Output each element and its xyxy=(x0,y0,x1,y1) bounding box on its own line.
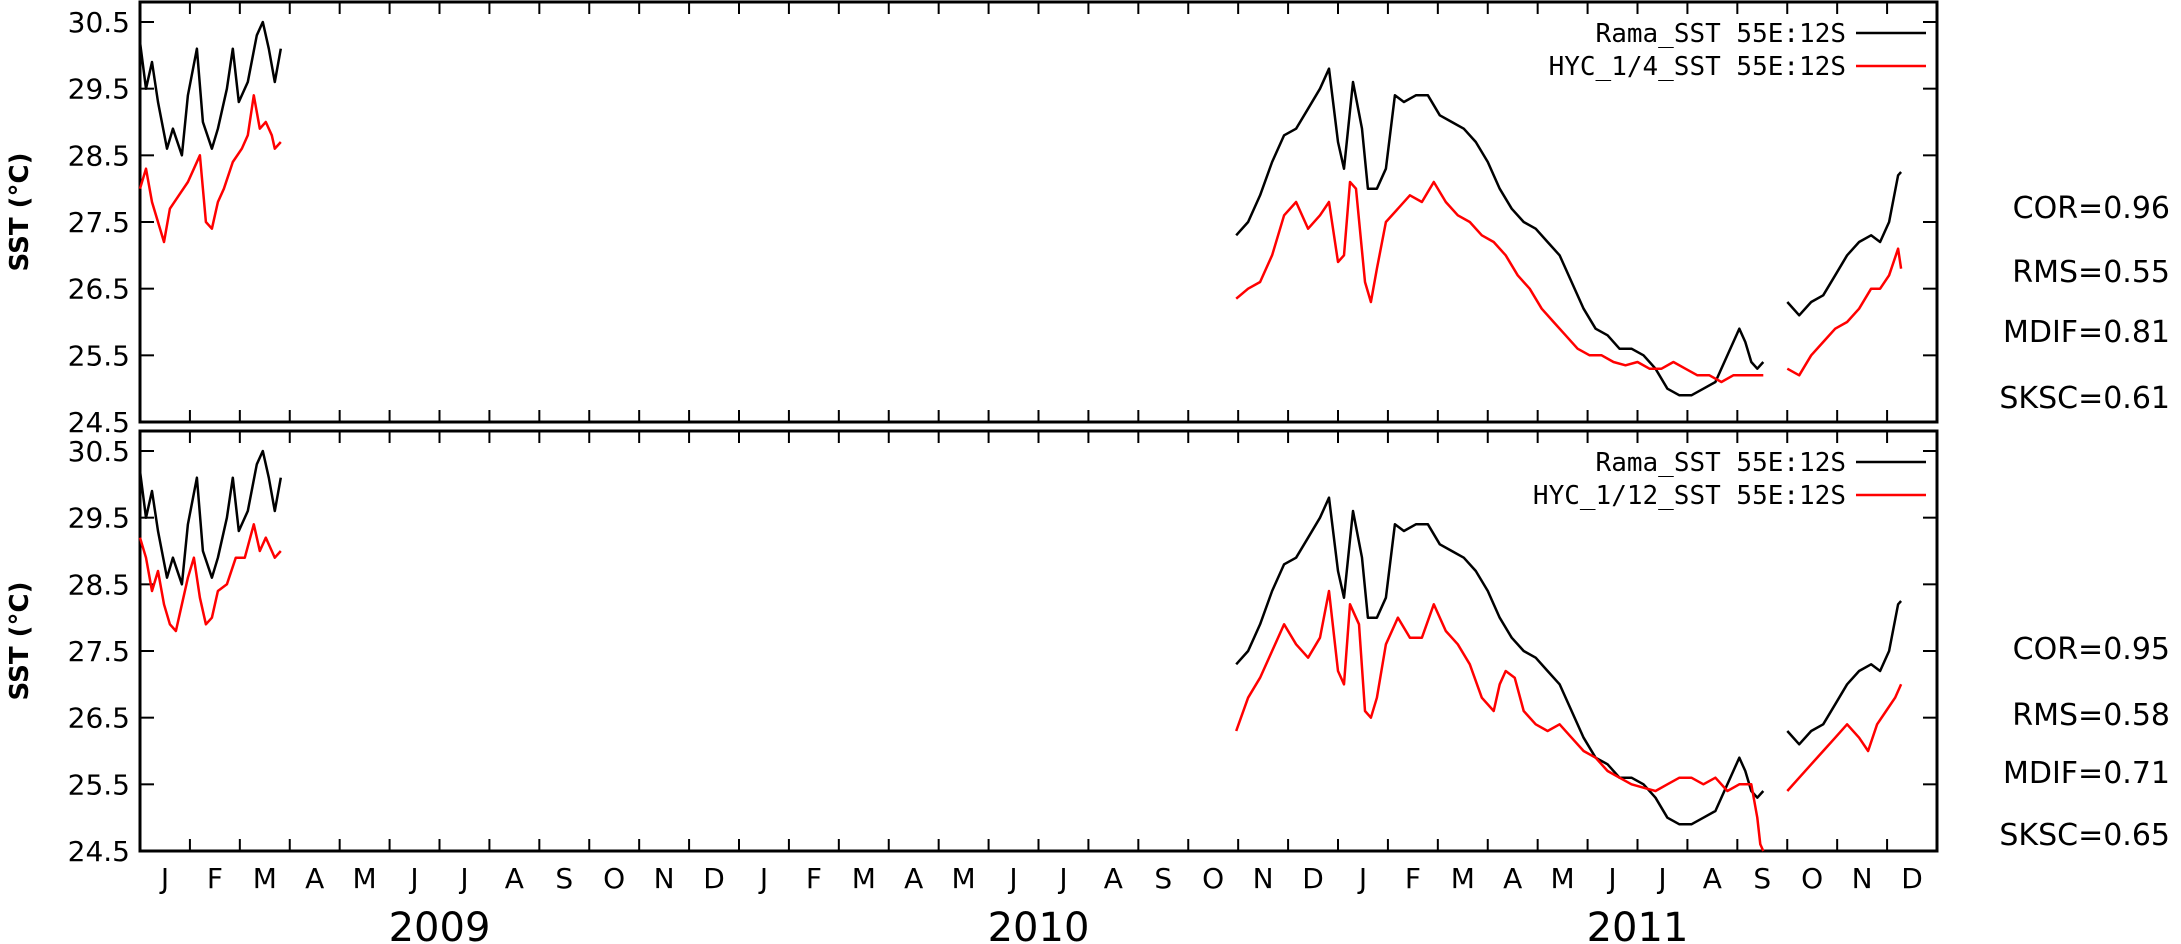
series-line-rama xyxy=(138,449,283,586)
month-label: A xyxy=(904,862,923,895)
month-label: A xyxy=(1104,862,1123,895)
series-line-hycom xyxy=(1786,683,1903,792)
month-label: A xyxy=(1503,862,1522,895)
year-label: 2010 xyxy=(988,905,1090,944)
series-line-hycom xyxy=(1235,180,1764,384)
month-label: N xyxy=(654,862,675,895)
stat-label: RMS=0.58 xyxy=(2012,698,2170,733)
series-line-hycom xyxy=(1235,589,1765,852)
month-label: J xyxy=(1606,862,1616,895)
month-label: J xyxy=(758,862,768,895)
month-label: M xyxy=(353,862,377,895)
month-label: N xyxy=(1852,862,1873,895)
month-label: M xyxy=(1451,862,1475,895)
y-tick-label: 25.5 xyxy=(68,768,130,801)
series-line-hycom xyxy=(138,94,282,244)
stat-label: COR=0.95 xyxy=(2013,632,2170,667)
month-label: S xyxy=(1154,862,1172,895)
month-label: A xyxy=(1703,862,1722,895)
legend-label: HYC_1/12_SST 55E:12S xyxy=(1533,481,1846,511)
month-label: J xyxy=(159,862,169,895)
month-label: D xyxy=(703,862,725,895)
year-label: 2009 xyxy=(389,905,491,944)
y-tick-label: 30.5 xyxy=(68,435,130,468)
series-line-rama xyxy=(1786,600,1903,746)
month-label: M xyxy=(852,862,876,895)
month-label: D xyxy=(1302,862,1324,895)
stat-label: COR=0.96 xyxy=(2013,191,2170,226)
y-axis-label: SST (°C) xyxy=(5,153,35,272)
y-tick-label: 30.5 xyxy=(68,6,130,39)
legend-label: Rama_SST 55E:12S xyxy=(1596,448,1846,478)
y-tick-label: 26.5 xyxy=(68,273,130,306)
bottom-panel: 24.5 25.5 26.5 27.5 28.5 29.5 30.5 SST (°C) Rama… xyxy=(5,429,2170,868)
y-axis-label: SST (°C) xyxy=(5,582,35,701)
stat-label: RMS=0.55 xyxy=(2012,255,2170,290)
series-line-rama xyxy=(1235,67,1765,397)
month-label: J xyxy=(1007,862,1017,895)
month-label: J xyxy=(408,862,418,895)
series-line-hycom xyxy=(1786,247,1903,377)
month-label: A xyxy=(305,862,324,895)
series-line-rama xyxy=(1235,496,1765,826)
stat-label: SKSC=0.65 xyxy=(1999,818,2170,853)
x-axis: J F M A M J J A S O N D J F M A M J J A S O N D J F M A M J J A S O N D2009… xyxy=(159,862,1923,944)
month-label: O xyxy=(1202,862,1224,895)
month-label: F xyxy=(1405,862,1421,895)
legend-label: Rama_SST 55E:12S xyxy=(1596,19,1846,49)
y-tick-label: 24.5 xyxy=(68,835,130,868)
month-label: S xyxy=(1753,862,1771,895)
month-label: J xyxy=(1656,862,1666,895)
month-label: J xyxy=(1357,862,1367,895)
month-label: M xyxy=(253,862,277,895)
month-label: F xyxy=(207,862,223,895)
month-label: J xyxy=(1057,862,1067,895)
month-label: J xyxy=(458,862,468,895)
stat-label: SKSC=0.61 xyxy=(1999,381,2170,416)
y-tick-label: 29.5 xyxy=(68,502,130,535)
stat-label: MDIF=0.81 xyxy=(2003,315,2170,350)
y-tick-label: 26.5 xyxy=(68,702,130,735)
month-label: M xyxy=(1551,862,1575,895)
series-line-hycom xyxy=(138,523,282,633)
series-line-rama xyxy=(1786,171,1903,317)
y-tick-label: 24.5 xyxy=(68,406,130,439)
month-label: F xyxy=(806,862,822,895)
y-tick-label: 29.5 xyxy=(68,73,130,106)
y-tick-label: 25.5 xyxy=(68,339,130,372)
month-label: A xyxy=(505,862,524,895)
month-label: S xyxy=(555,862,573,895)
month-label: O xyxy=(1801,862,1823,895)
month-label: N xyxy=(1253,862,1274,895)
y-tick-label: 27.5 xyxy=(68,635,130,668)
y-tick-label: 28.5 xyxy=(68,568,130,601)
series-line-rama xyxy=(138,20,283,157)
top-panel: 24.5 25.5 26.5 27.5 28.5 29.5 30.5 SST (°C) Rama… xyxy=(5,0,2170,439)
legend-label: HYC_1/4_SST 55E:12S xyxy=(1549,52,1846,82)
month-label: D xyxy=(1901,862,1923,895)
year-label: 2011 xyxy=(1587,905,1689,944)
stat-label: MDIF=0.71 xyxy=(2003,756,2170,791)
y-tick-label: 27.5 xyxy=(68,206,130,239)
month-label: O xyxy=(603,862,625,895)
y-tick-label: 28.5 xyxy=(68,139,130,172)
month-label: M xyxy=(952,862,976,895)
